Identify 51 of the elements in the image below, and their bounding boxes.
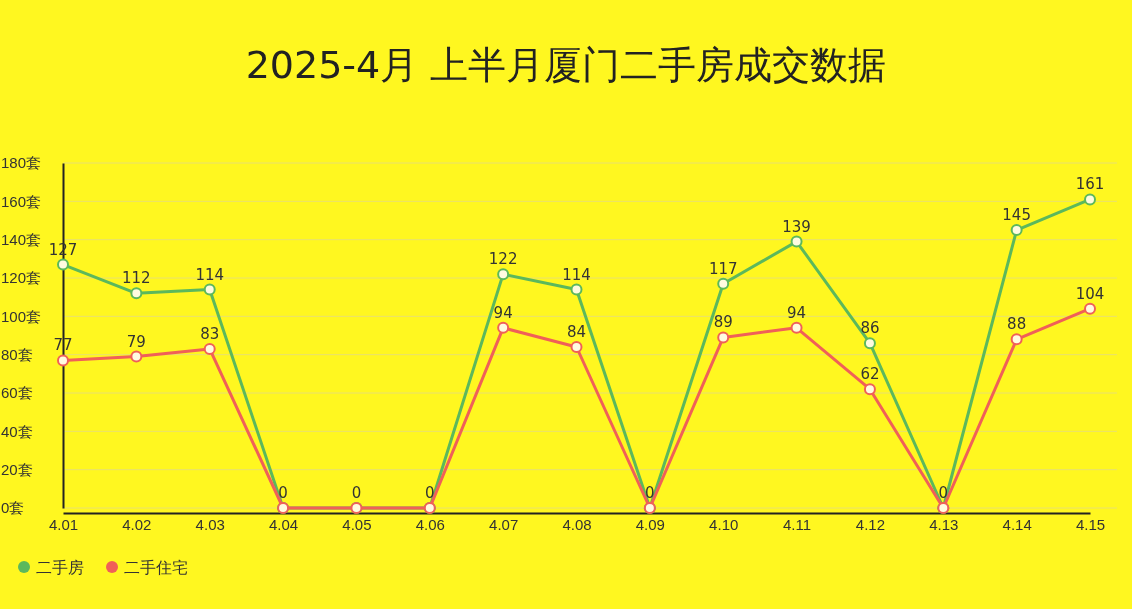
data-label: 0 bbox=[351, 484, 362, 502]
data-label: 94 bbox=[787, 303, 807, 322]
x-tick-label: 4.02 bbox=[122, 515, 152, 533]
data-label: 145 bbox=[1002, 206, 1031, 225]
y-tick-label: 20套 bbox=[1, 460, 33, 478]
data-label: 0 bbox=[645, 484, 655, 502]
x-tick-label: 4.07 bbox=[489, 515, 519, 533]
data-label: 94 bbox=[493, 303, 513, 322]
chart-title: 2025-4月 上半月厦门二手房成交数据 bbox=[245, 43, 887, 87]
data-label: 83 bbox=[200, 324, 220, 343]
x-tick-label: 4.15 bbox=[1075, 515, 1106, 533]
x-tick-label: 4.13 bbox=[929, 515, 959, 533]
data-label: 139 bbox=[782, 217, 811, 236]
x-tick-label: 4.03 bbox=[195, 515, 225, 533]
y-tick-label: 80套 bbox=[1, 345, 33, 363]
data-label: 122 bbox=[488, 250, 518, 269]
y-tick-label: 120套 bbox=[1, 269, 42, 287]
y-tick-label: 0套 bbox=[1, 499, 25, 517]
data-label: 86 bbox=[860, 319, 880, 338]
x-tick-label: 4.01 bbox=[48, 515, 79, 533]
x-tick-label: 4.09 bbox=[635, 515, 665, 533]
y-tick-label: 140套 bbox=[1, 230, 42, 248]
x-tick-label: 4.05 bbox=[342, 515, 372, 533]
data-label: 79 bbox=[126, 332, 146, 351]
x-tick-label: 4.12 bbox=[855, 515, 886, 533]
x-tick-label: 4.14 bbox=[1002, 515, 1032, 533]
y-tick-label: 100套 bbox=[1, 307, 42, 325]
x-tick-label: 4.11 bbox=[783, 515, 812, 533]
data-label: 88 bbox=[1007, 315, 1027, 334]
data-label: 0 bbox=[938, 484, 949, 502]
data-label: 112 bbox=[122, 269, 151, 288]
x-tick-label: 4.04 bbox=[268, 515, 299, 533]
x-tick-label: 4.10 bbox=[709, 515, 739, 533]
x-tick-label: 4.08 bbox=[562, 515, 592, 533]
legend-label: 二手房 bbox=[36, 558, 84, 577]
y-tick-label: 180套 bbox=[1, 154, 42, 172]
data-label: 117 bbox=[708, 259, 738, 278]
data-label: 161 bbox=[1075, 175, 1105, 194]
data-label: 0 bbox=[278, 484, 288, 502]
data-label: 62 bbox=[860, 365, 880, 384]
legend-label: 二手住宅 bbox=[124, 558, 188, 577]
data-label: 89 bbox=[713, 313, 733, 332]
y-tick-label: 60套 bbox=[1, 384, 33, 402]
data-label: 0 bbox=[425, 484, 435, 502]
data-label: 114 bbox=[562, 265, 591, 284]
data-label: 114 bbox=[195, 265, 225, 284]
data-label: 84 bbox=[566, 323, 587, 341]
y-tick-label: 40套 bbox=[1, 422, 33, 440]
data-label: 104 bbox=[1075, 284, 1105, 303]
x-tick-label: 4.06 bbox=[415, 515, 445, 533]
y-tick-label: 160套 bbox=[1, 192, 42, 210]
